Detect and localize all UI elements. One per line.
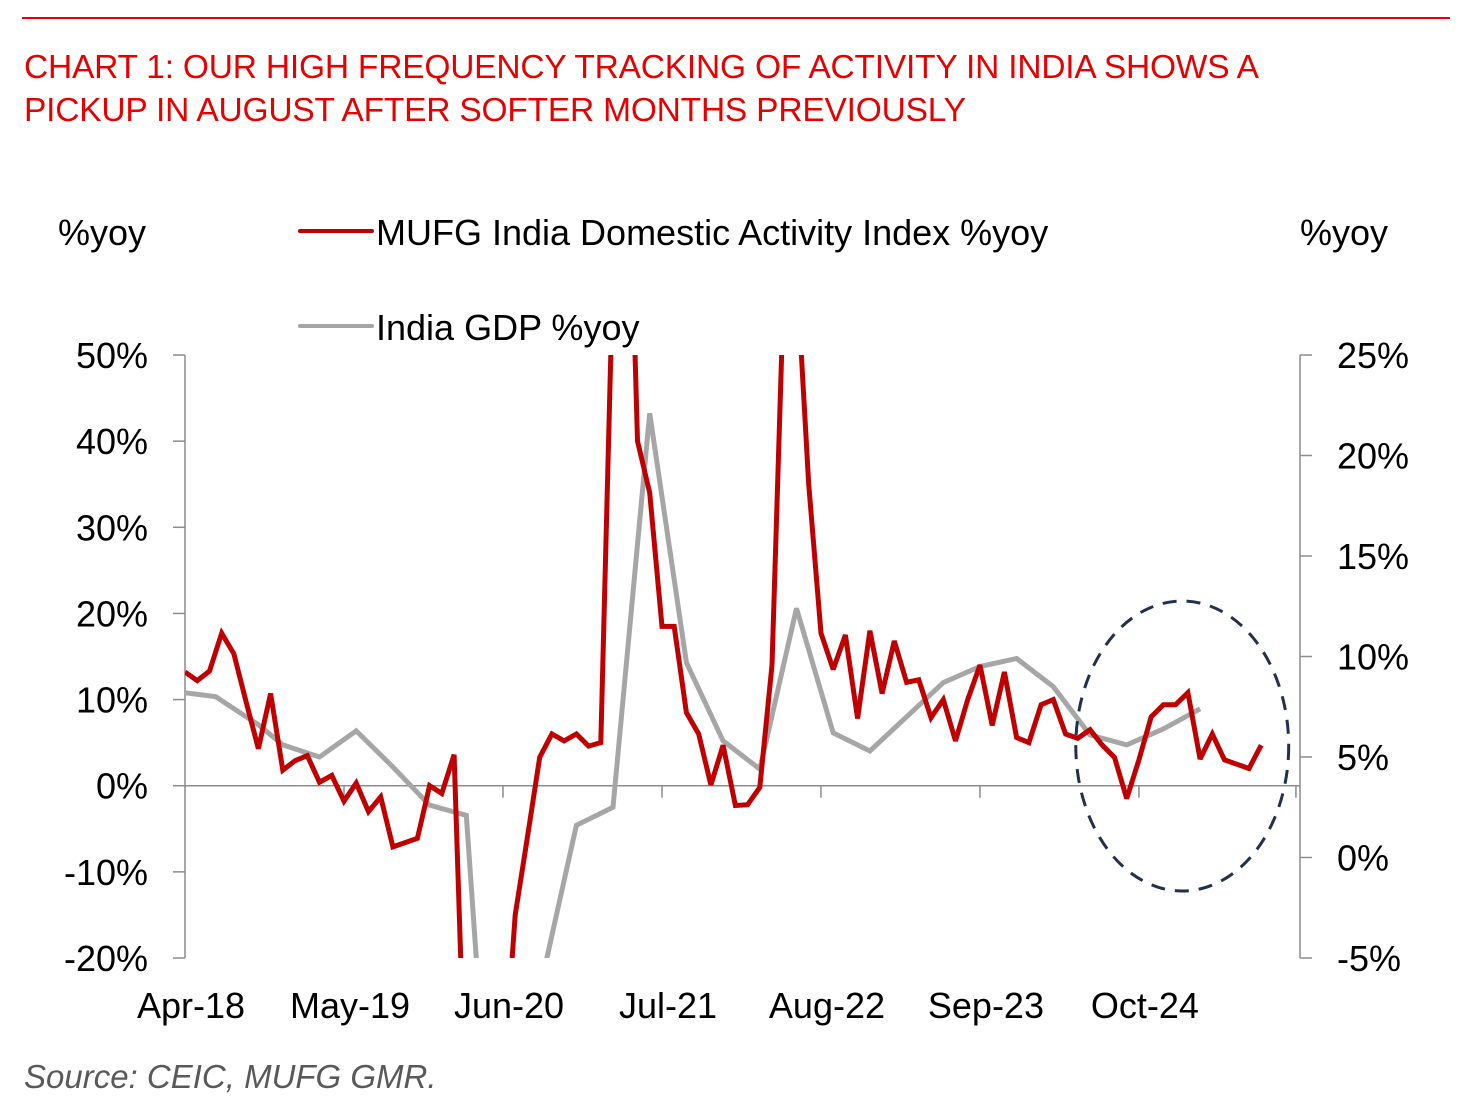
- right-axis-tick-label: 5%: [1337, 737, 1389, 778]
- left-axis-tick-label: -20%: [64, 938, 148, 979]
- left-axis-tick-label: 30%: [76, 507, 148, 548]
- left-axis-tick-label: 50%: [76, 335, 148, 376]
- right-axis-tick-label: 15%: [1337, 536, 1409, 577]
- annotation: [1074, 599, 1291, 893]
- right-axis-unit-label: %yoy: [1300, 212, 1389, 253]
- source-note: Source: CEIC, MUFG GMR.: [24, 1058, 437, 1095]
- series-line-mufg-index: [185, 355, 1264, 958]
- series-lines: [185, 355, 1264, 958]
- x-axis-tick-label: Sep-23: [928, 985, 1044, 1026]
- right-axis-tick-label: -5%: [1337, 938, 1401, 979]
- highlight-ellipse: [1074, 599, 1291, 893]
- chart-title-line-1: CHART 1: OUR HIGH FREQUENCY TRACKING OF …: [24, 49, 1259, 86]
- legend: MUFG India Domestic Activity Index %yoy …: [298, 212, 1048, 348]
- legend-label-gdp: India GDP %yoy: [376, 307, 639, 348]
- right-axis-tick-label: 10%: [1337, 637, 1409, 678]
- x-axis-tick-label: Apr-18: [137, 985, 245, 1026]
- right-axis-tick-label: 0%: [1337, 838, 1389, 879]
- left-axis-tick-label: 40%: [76, 421, 148, 462]
- series-line-india-gdp: [185, 412, 1202, 958]
- legend-label-mufg: MUFG India Domestic Activity Index %yoy: [376, 212, 1048, 253]
- chart-title: CHART 1: OUR HIGH FREQUENCY TRACKING OF …: [24, 46, 1464, 132]
- left-axis-unit-label: %yoy: [58, 212, 147, 253]
- chart-title-line-2: PICKUP IN AUGUST AFTER SOFTER MONTHS PRE…: [24, 92, 966, 129]
- x-axis-tick-label: Jun-20: [454, 985, 564, 1026]
- right-axis-tick-label: 20%: [1337, 436, 1409, 477]
- x-axis-tick-label: Jul-21: [619, 985, 717, 1026]
- left-axis-tick-label: 10%: [76, 680, 148, 721]
- x-axis-tick-label: May-19: [290, 985, 410, 1026]
- top-rule: [22, 17, 1450, 19]
- axes: 50% 40% 30% 20% 10% 0% -10% -20% 25% 20% 15% 10% 5% 0…: [64, 335, 1409, 1026]
- right-axis-tick-label: 25%: [1337, 335, 1409, 376]
- x-axis-tick-label: Aug-22: [769, 985, 885, 1026]
- left-axis-tick-label: 20%: [76, 593, 148, 634]
- left-axis-tick-label: 0%: [96, 766, 148, 807]
- x-axis-tick-label: Oct-24: [1091, 985, 1199, 1026]
- left-axis-tick-label: -10%: [64, 852, 148, 893]
